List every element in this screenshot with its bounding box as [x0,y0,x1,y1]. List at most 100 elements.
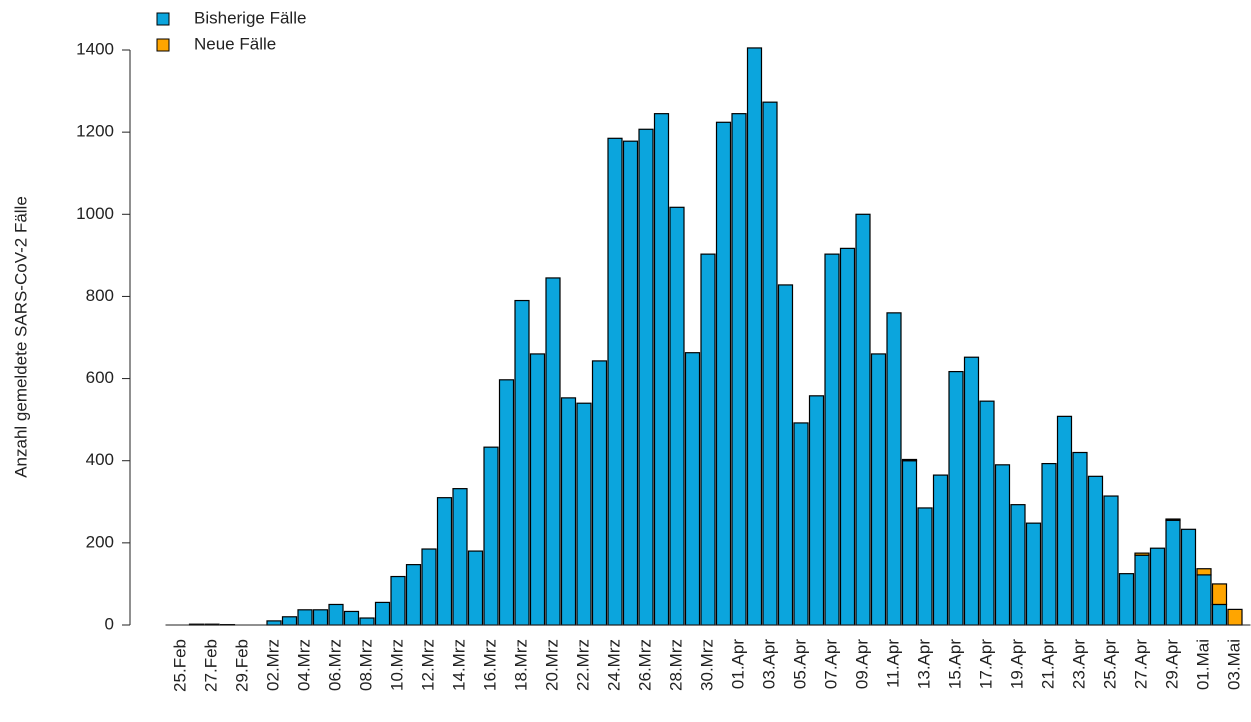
x-tick-label: 27.Apr [1131,639,1150,689]
bar [622,140,639,626]
bar [297,609,313,626]
bar [1196,574,1212,626]
bar [312,609,329,626]
bar [1072,451,1088,626]
bar [731,113,747,626]
bar [591,360,608,626]
bar [1103,495,1119,626]
bar [374,601,391,626]
x-tick-label: 04.Mrz [294,639,313,691]
bar [281,616,298,626]
bar [715,121,732,626]
bar [359,617,375,626]
x-tick-label: 08.Mrz [356,639,375,691]
x-tick-label: 09.Apr [852,639,871,689]
bar [762,101,778,626]
x-tick-label: 05.Apr [790,639,809,689]
bar [824,253,840,626]
x-tick-label: 02.Mrz [263,639,282,691]
legend-swatch [156,38,170,52]
x-tick-label: 16.Mrz [480,639,499,691]
y-tick-label: 400 [86,450,114,469]
legend-swatch [156,12,170,26]
x-tick-label: 06.Mrz [325,639,344,691]
bar [963,356,980,626]
bar [746,47,763,626]
x-tick-label: 25.Feb [170,639,189,692]
bar [917,507,933,626]
bar [948,370,964,626]
x-tick-label: 22.Mrz [573,639,592,691]
y-tick-label: 0 [105,614,114,633]
x-tick-label: 29.Feb [232,639,251,692]
x-tick-label: 23.Apr [1069,639,1088,689]
y-tick-label: 800 [86,286,114,305]
bar [901,460,918,626]
y-tick-label: 1000 [76,204,114,223]
bar [886,312,902,626]
x-tick-label: 01.Mai [1193,639,1212,690]
x-tick-label: 14.Mrz [449,639,468,691]
x-tick-label: 25.Apr [1100,639,1119,689]
bar [1165,519,1181,626]
x-tick-label: 11.Apr [883,639,902,688]
x-tick-label: 24.Mrz [604,639,623,691]
bar [1227,608,1243,626]
bar [467,550,484,626]
x-tick-label: 28.Mrz [666,639,685,691]
x-tick-label: 17.Apr [976,639,995,689]
x-tick-label: 03.Apr [759,639,778,689]
bar [1134,552,1150,556]
x-tick-label: 26.Mrz [635,639,654,691]
y-tick-label: 200 [86,532,114,551]
bar [421,548,437,626]
bar [669,206,685,626]
bar [529,353,546,626]
x-tick-label: 12.Mrz [418,639,437,691]
bar [390,575,406,626]
bar [638,128,654,626]
bar [932,474,949,626]
bar [901,458,918,462]
x-tick-label: 19.Apr [1007,639,1026,689]
bar [839,247,856,626]
bar [498,379,515,626]
bar [560,397,577,626]
bar [1025,522,1042,626]
bar [483,446,499,626]
bar [870,353,887,626]
bar [1087,475,1104,626]
bar [994,464,1011,626]
x-tick-label: 03.Mai [1224,639,1243,690]
x-tick-label: 01.Apr [728,639,747,689]
x-tick-label: 20.Mrz [542,639,561,691]
bar [328,603,344,626]
bar [514,299,530,626]
y-axis-label: Anzahl gemeldete SARS-CoV-2 Fälle [11,196,30,478]
bar [266,620,282,626]
bar [808,395,825,626]
bar [545,277,561,626]
bar [653,113,670,626]
bar [777,284,794,626]
bar [1180,528,1197,626]
bar [1211,583,1228,606]
bar [1165,518,1181,521]
x-tick-label: 30.Mrz [697,639,716,691]
bar [1211,603,1228,626]
x-tick-label: 07.Apr [821,639,840,689]
x-tick-label: 15.Apr [945,639,964,689]
legend-label: Neue Fälle [194,34,276,53]
x-tick-label: 27.Feb [201,639,220,692]
bar [793,422,809,626]
bar [1010,504,1026,626]
legend-label: Bisherige Fälle [194,8,306,27]
bar [436,497,453,626]
bar [700,253,716,626]
bar [1041,462,1057,626]
x-tick-label: 29.Apr [1162,639,1181,689]
y-tick-label: 1200 [76,122,114,141]
bar [979,400,995,626]
x-tick-label: 10.Mrz [387,639,406,691]
